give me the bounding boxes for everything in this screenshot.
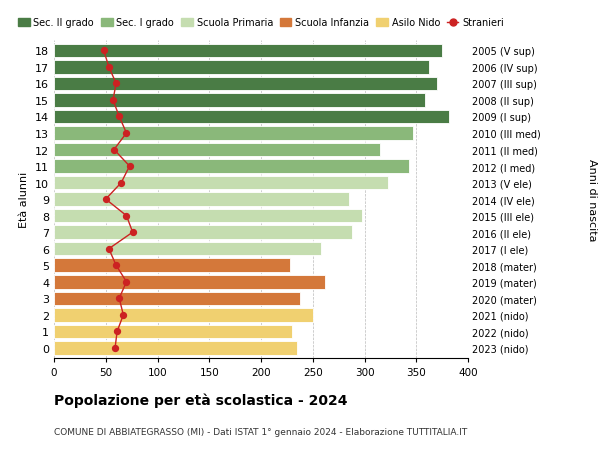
Point [104,246,113,253]
Text: Popolazione per età scolastica - 2024: Popolazione per età scolastica - 2024 [54,392,347,407]
Text: Anni di nascita: Anni di nascita [587,158,597,241]
Point [122,213,131,220]
Point [109,146,119,154]
Bar [54,226,352,240]
Bar [54,209,362,223]
Point [101,196,110,203]
Bar [54,275,325,289]
Bar [54,176,388,190]
Bar [54,111,449,124]
Bar [54,308,313,322]
Point [125,163,134,170]
Point [116,179,126,187]
Bar [54,78,437,91]
Point [115,295,124,302]
Bar [54,325,292,338]
Point [110,344,120,352]
Point [122,279,131,286]
Point [99,48,109,55]
Bar [54,94,425,107]
Y-axis label: Età alunni: Età alunni [19,172,29,228]
Point [112,262,121,269]
Point [119,312,128,319]
Bar [54,341,297,355]
Bar [54,242,321,256]
Bar [54,143,380,157]
Point [128,229,137,236]
Bar [54,259,290,272]
Bar [54,292,301,305]
Point [112,328,122,335]
Bar [54,160,409,174]
Point [112,80,121,88]
Point [108,97,118,104]
Legend: Sec. II grado, Sec. I grado, Scuola Primaria, Scuola Infanzia, Asilo Nido, Stran: Sec. II grado, Sec. I grado, Scuola Prim… [16,16,506,30]
Point [122,130,131,137]
Bar [54,193,349,207]
Bar [54,61,428,74]
Point [115,113,124,121]
Bar [54,127,413,140]
Text: COMUNE DI ABBIATEGRASSO (MI) - Dati ISTAT 1° gennaio 2024 - Elaborazione TUTTITA: COMUNE DI ABBIATEGRASSO (MI) - Dati ISTA… [54,427,467,436]
Bar [54,45,442,58]
Point [104,64,113,71]
